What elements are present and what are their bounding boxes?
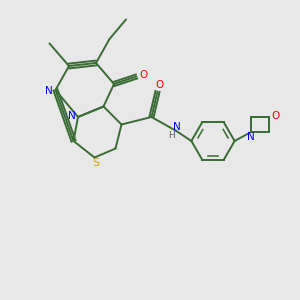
Text: O: O bbox=[272, 110, 280, 121]
Text: O: O bbox=[139, 70, 147, 80]
Text: N: N bbox=[247, 132, 254, 142]
Text: N: N bbox=[68, 110, 75, 121]
Text: H: H bbox=[169, 131, 175, 140]
Text: S: S bbox=[92, 158, 100, 168]
Text: N: N bbox=[45, 86, 53, 97]
Text: N: N bbox=[173, 122, 181, 133]
Text: O: O bbox=[155, 80, 163, 91]
